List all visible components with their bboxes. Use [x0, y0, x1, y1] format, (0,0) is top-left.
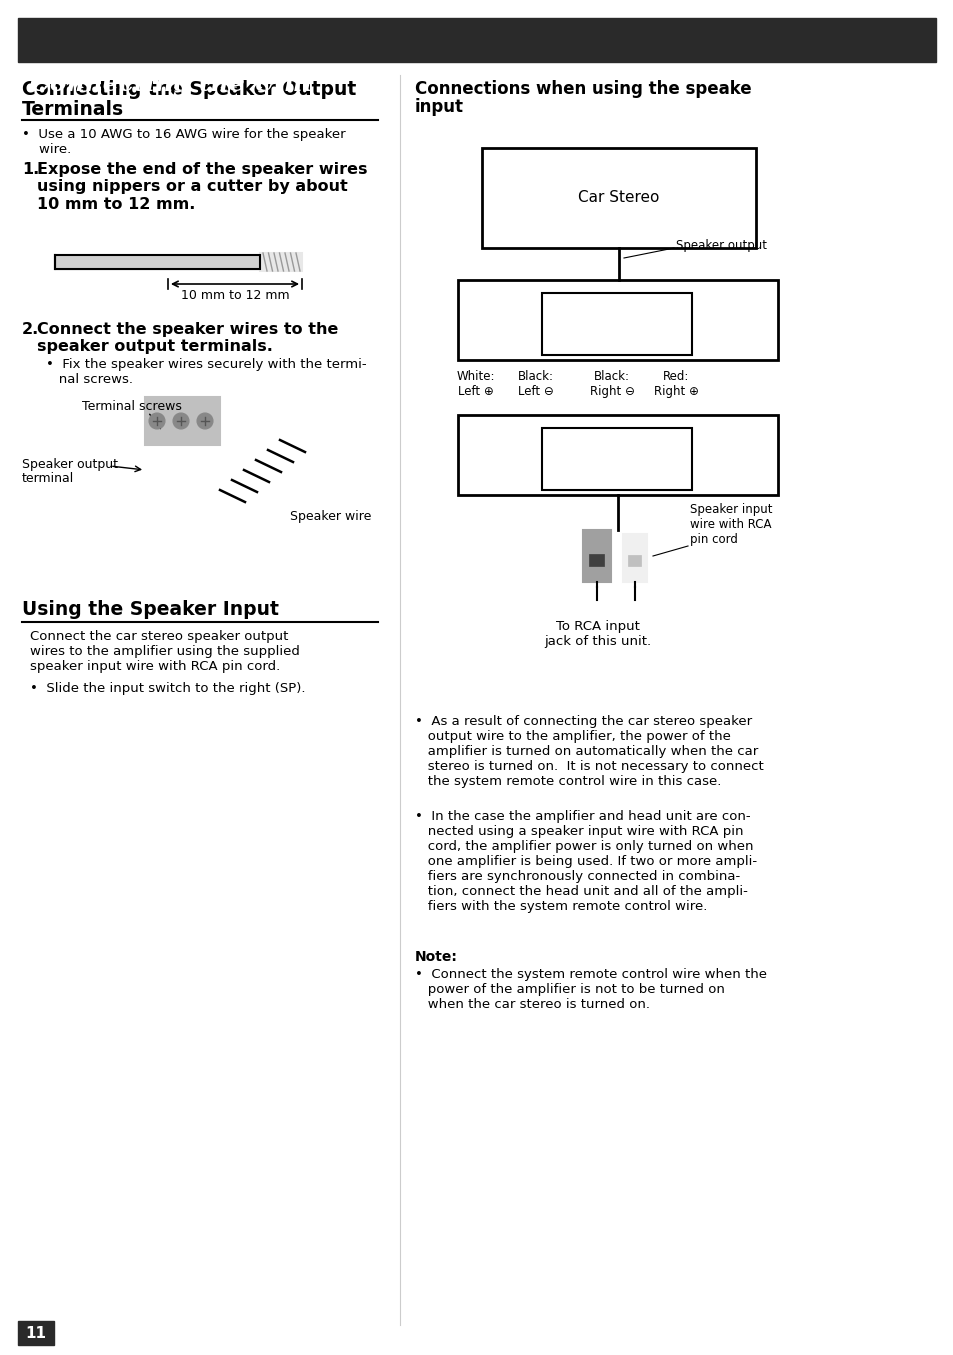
Text: Terminal screws: Terminal screws	[82, 400, 182, 413]
Text: Expose the end of the speaker wires
using nippers or a cutter by about
10 mm to : Expose the end of the speaker wires usin…	[37, 163, 367, 211]
Bar	[481, 148, 755, 248]
Text: Connections when using the speake: Connections when using the speake	[415, 80, 751, 98]
Text: Connecting the Unit: Connecting the Unit	[30, 72, 314, 96]
Text: Using the Speaker Input: Using the Speaker Input	[22, 600, 278, 619]
Text: terminal: terminal	[22, 472, 74, 485]
Text: 1.: 1.	[22, 163, 39, 178]
Bar	[18, 1321, 54, 1346]
Text: 11: 11	[26, 1325, 47, 1340]
Text: •  Connect the system remote control wire when the
   power of the amplifier is : • Connect the system remote control wire…	[415, 967, 766, 1011]
Text: Connect the car stereo speaker output
wires to the amplifier using the supplied
: Connect the car stereo speaker output wi…	[30, 630, 299, 673]
Text: •  Fix the speaker wires securely with the termi-
   nal screws.: • Fix the speaker wires securely with th…	[46, 358, 366, 386]
Text: •  In the case the amplifier and head unit are con-
   nected using a speaker in: • In the case the amplifier and head uni…	[415, 810, 757, 913]
Text: Speaker output: Speaker output	[22, 458, 118, 472]
Text: •  Slide the input switch to the right (SP).: • Slide the input switch to the right (S…	[30, 682, 305, 695]
Text: input: input	[415, 98, 463, 117]
Bar	[260, 253, 302, 271]
Circle shape	[149, 413, 165, 430]
Text: To RCA input
jack of this unit.: To RCA input jack of this unit.	[544, 621, 651, 648]
Bar	[582, 530, 610, 583]
Text: 2.: 2.	[22, 322, 39, 337]
Text: Terminals: Terminals	[22, 100, 124, 119]
Text: Black:
Left ⊖: Black: Left ⊖	[517, 370, 554, 398]
Circle shape	[196, 413, 213, 430]
Text: Car Stereo: Car Stereo	[578, 191, 659, 206]
Bar	[457, 415, 778, 495]
Bar	[541, 428, 691, 491]
Bar	[627, 556, 640, 566]
Text: Speaker wire: Speaker wire	[290, 509, 371, 523]
Bar	[588, 554, 603, 566]
Text: Black:
Right ⊖: Black: Right ⊖	[589, 370, 634, 398]
Text: Speaker input
wire with RCA
pin cord: Speaker input wire with RCA pin cord	[689, 503, 772, 546]
Text: Connect the speaker wires to the
speaker output terminals.: Connect the speaker wires to the speaker…	[37, 322, 338, 355]
Bar	[55, 255, 260, 270]
Text: Note:: Note:	[415, 950, 457, 963]
Text: White:
Left ⊕: White: Left ⊕	[456, 370, 495, 398]
Text: 10 mm to 12 mm: 10 mm to 12 mm	[180, 289, 289, 302]
Text: Speaker output: Speaker output	[676, 238, 766, 252]
Text: •  As a result of connecting the car stereo speaker
   output wire to the amplif: • As a result of connecting the car ster…	[415, 715, 763, 789]
Text: •  Use a 10 AWG to 16 AWG wire for the speaker
    wire.: • Use a 10 AWG to 16 AWG wire for the sp…	[22, 127, 345, 156]
Circle shape	[172, 413, 189, 430]
Bar	[55, 255, 260, 270]
Bar	[622, 534, 646, 583]
Bar	[145, 397, 220, 444]
Bar	[457, 280, 778, 360]
Text: Connecting the Speaker Output: Connecting the Speaker Output	[22, 80, 355, 99]
Text: Red:
Right ⊕: Red: Right ⊕	[653, 370, 698, 398]
Bar	[18, 18, 935, 62]
Bar	[541, 293, 691, 355]
